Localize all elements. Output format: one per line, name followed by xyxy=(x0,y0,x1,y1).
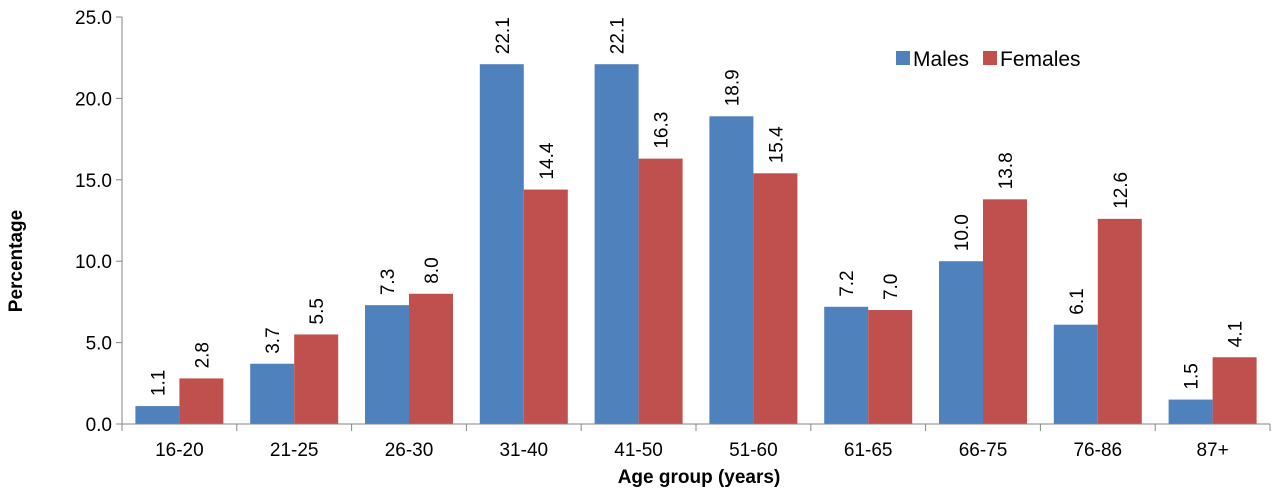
legend-label-females: Females xyxy=(1000,48,1081,71)
bar-males-51-60 xyxy=(709,116,754,425)
data-label-males-76-86: 6.1 xyxy=(1067,288,1088,314)
data-label-males-66-75: 10.0 xyxy=(952,214,973,251)
bar-females-26-30 xyxy=(409,293,453,424)
x-tick-label: 21-25 xyxy=(270,440,319,461)
x-tick-label: 76-86 xyxy=(1073,440,1122,461)
data-label-females-16-20: 2.8 xyxy=(192,342,213,368)
data-label-males-26-30: 7.3 xyxy=(378,269,399,295)
data-label-females-66-75: 13.8 xyxy=(996,152,1017,189)
data-label-males-51-60: 18.9 xyxy=(722,69,743,106)
x-tick-label: 87+ xyxy=(1196,440,1228,461)
legend-label-males: Males xyxy=(913,48,969,71)
legend-swatch-females xyxy=(983,51,998,65)
y-tick-label: 10.0 xyxy=(75,252,112,273)
bars-layer xyxy=(135,64,1257,425)
data-label-males-31-40: 22.1 xyxy=(493,17,514,54)
data-label-females-26-30: 8.0 xyxy=(422,257,443,283)
bar-females-41-50 xyxy=(638,158,683,425)
x-tick-label: 61-65 xyxy=(844,440,893,461)
y-tick-label: 25.0 xyxy=(75,8,112,29)
data-label-females-87+: 4.1 xyxy=(1226,321,1247,347)
x-tick-label: 31-40 xyxy=(499,440,548,461)
x-tick-label: 16-20 xyxy=(155,440,204,461)
x-tick-label: 51-60 xyxy=(729,440,778,461)
data-label-females-31-40: 14.4 xyxy=(537,142,558,179)
x-tick-label: 41-50 xyxy=(614,440,663,461)
data-label-males-16-20: 1.1 xyxy=(148,370,169,396)
legend: Males Females xyxy=(896,48,1081,71)
data-label-females-61-65: 7.0 xyxy=(881,274,902,300)
y-tick-label: 15.0 xyxy=(75,171,112,192)
bar-males-21-25 xyxy=(250,363,295,424)
data-label-females-76-86: 12.6 xyxy=(1111,172,1132,209)
x-axis-title: Age group (years) xyxy=(618,467,781,488)
bar-females-87+ xyxy=(1212,357,1257,424)
bar-females-21-25 xyxy=(294,334,339,424)
data-label-males-21-25: 3.7 xyxy=(263,327,284,353)
bar-females-31-40 xyxy=(523,189,568,424)
bar-males-26-30 xyxy=(365,305,409,424)
data-labels-layer: 1.1 3.7 7.3 22.1 22.1 18.9 7.2 10.0 6.1 1.5 2.8 5.5… xyxy=(148,17,1246,396)
bar-males-16-20 xyxy=(135,406,180,424)
bar-males-66-75 xyxy=(939,261,983,424)
y-axis-title: Percentage xyxy=(6,210,27,312)
bar-females-51-60 xyxy=(753,173,798,424)
data-label-females-51-60: 15.4 xyxy=(766,126,787,163)
bar-females-66-75 xyxy=(983,199,1027,424)
y-tick-label: 0.0 xyxy=(86,415,112,436)
x-tick-label: 66-75 xyxy=(959,440,1008,461)
data-label-males-41-50: 22.1 xyxy=(608,17,629,54)
legend-swatch-males xyxy=(896,51,910,65)
bar-males-61-65 xyxy=(824,306,869,424)
axes-layer: 0.0 5.0 10.0 15.0 20.0 25.0 16-20 21-25 26-30 31-… xyxy=(75,8,1271,461)
y-tick-label: 20.0 xyxy=(75,89,112,110)
bar-males-76-86 xyxy=(1053,324,1098,424)
bar-males-41-50 xyxy=(594,64,639,424)
bar-males-87+ xyxy=(1168,399,1213,424)
bar-females-76-86 xyxy=(1097,218,1142,424)
data-label-females-41-50: 16.3 xyxy=(652,112,673,149)
x-tick-label: 26-30 xyxy=(385,440,434,461)
bar-females-61-65 xyxy=(868,310,913,424)
bar-females-16-20 xyxy=(179,378,224,424)
data-label-males-87+: 1.5 xyxy=(1182,363,1203,389)
y-tick-label: 5.0 xyxy=(86,334,112,355)
bar-males-31-40 xyxy=(479,64,524,424)
data-label-females-21-25: 5.5 xyxy=(307,298,328,324)
data-label-males-61-65: 7.2 xyxy=(837,270,858,296)
